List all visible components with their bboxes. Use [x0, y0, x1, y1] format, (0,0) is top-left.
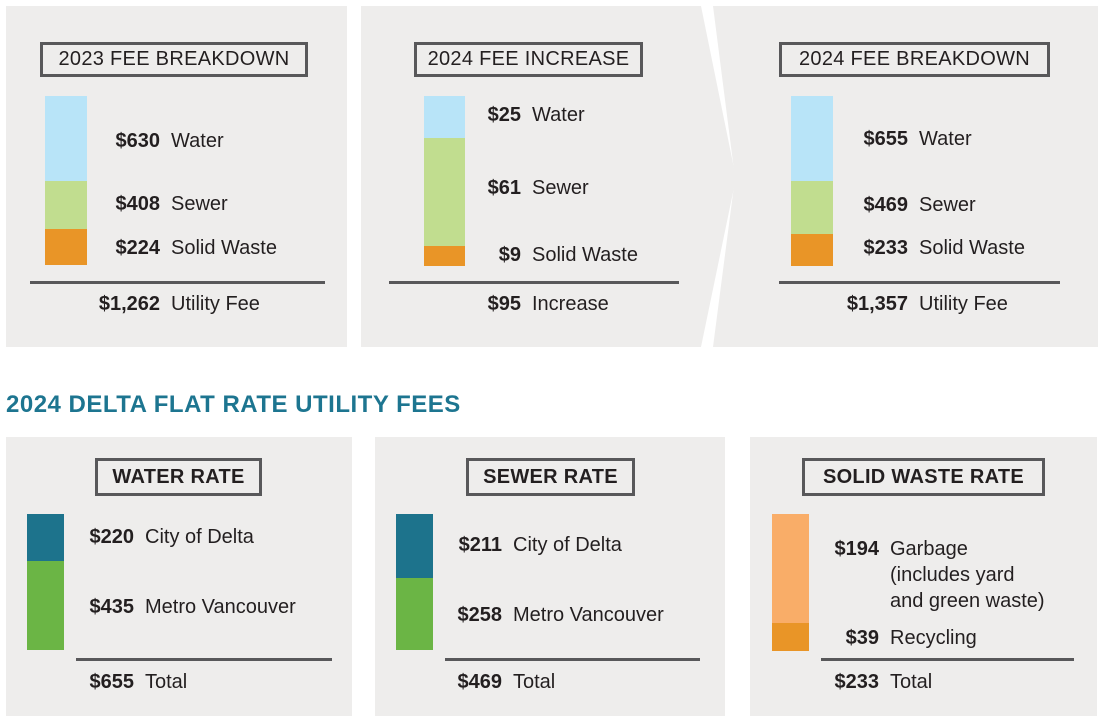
- total-divider: [779, 281, 1060, 284]
- category-label: City of Delta: [513, 534, 622, 556]
- value-label: $233: [863, 237, 909, 259]
- category-label: Water: [171, 130, 224, 152]
- bar-segment: [45, 229, 87, 265]
- category-label: Solid Waste: [532, 244, 638, 266]
- total-label: $469 Total: [412, 669, 556, 695]
- category-label: Water: [919, 128, 972, 150]
- value-label: $194: [834, 538, 880, 560]
- chart-title: 2024 FEE INCREASE: [414, 42, 643, 77]
- bar-segment: [791, 234, 833, 266]
- value-label: $95: [487, 293, 521, 315]
- chart-panel: [375, 437, 725, 716]
- category-label: Utility Fee: [171, 293, 260, 315]
- value-label: $408: [115, 193, 161, 215]
- bar-segment: [772, 514, 809, 623]
- value-label: $61: [487, 177, 521, 199]
- category-label: City of Delta: [145, 526, 254, 548]
- value-label: $655: [89, 671, 135, 693]
- value-label: $224: [115, 237, 161, 259]
- data-label: $408 Sewer: [70, 191, 228, 217]
- value-label: $469: [863, 194, 909, 216]
- chart-panel: [713, 6, 1098, 347]
- category-label: Total: [145, 671, 188, 693]
- data-label: $655 Water: [818, 126, 972, 152]
- chart-title: 2024 FEE BREAKDOWN: [779, 42, 1050, 77]
- category-label: Total: [513, 671, 556, 693]
- data-label: $61 Sewer: [431, 175, 589, 201]
- value-label: $220: [89, 526, 135, 548]
- data-label: $469 Sewer: [818, 192, 976, 218]
- value-label: $469: [457, 671, 503, 693]
- value-label: $25: [487, 104, 521, 126]
- value-label: $258: [457, 604, 503, 626]
- total-divider: [30, 281, 325, 284]
- data-label: $39 Recycling: [789, 625, 977, 651]
- total-divider: [389, 281, 679, 284]
- bar-segment: [791, 96, 833, 181]
- category-label: Increase: [532, 293, 609, 315]
- category-label: Recycling: [890, 627, 977, 649]
- bar-segment: [772, 623, 809, 651]
- total-label: $655 Total: [44, 669, 188, 695]
- value-label: $39: [845, 627, 879, 649]
- bar-segment: [424, 246, 465, 266]
- bar-segment: [45, 181, 87, 229]
- category-label: Sewer: [532, 177, 589, 199]
- chart-title: SEWER RATE: [466, 458, 635, 496]
- value-label: $630: [115, 130, 161, 152]
- category-label: Water: [532, 104, 585, 126]
- section-heading: 2024 DELTA FLAT RATE UTILITY FEES: [6, 391, 461, 418]
- data-label: $435 Metro Vancouver: [44, 594, 296, 620]
- bar-segment: [424, 138, 465, 246]
- data-label: $220 City of Delta: [44, 524, 254, 550]
- data-label: $25 Water: [431, 102, 585, 128]
- category-label: Solid Waste: [919, 237, 1025, 259]
- data-label: $630 Water: [70, 128, 224, 154]
- value-label: $655: [863, 128, 909, 150]
- total-divider: [76, 658, 332, 661]
- data-label: $224 Solid Waste: [70, 235, 277, 261]
- total-label: $95 Increase: [431, 291, 609, 317]
- value-label: $9: [498, 244, 521, 266]
- bar-segment: [424, 96, 465, 138]
- chart-panel: [361, 6, 736, 347]
- bar-segment: [27, 514, 64, 561]
- bar-segment: [27, 561, 64, 650]
- bar-segment: [45, 96, 87, 181]
- data-label: $258 Metro Vancouver: [412, 602, 664, 628]
- value-label: $1,262: [98, 293, 160, 315]
- total-label: $1,357 Utility Fee: [818, 291, 1008, 317]
- category-label: Garbage (includes yard and green waste): [890, 538, 1045, 612]
- data-label: $211 City of Delta: [412, 532, 622, 558]
- value-label: $1,357: [846, 293, 908, 315]
- total-divider: [445, 658, 700, 661]
- total-label: $1,262 Utility Fee: [70, 291, 260, 317]
- data-label: $233 Solid Waste: [818, 235, 1025, 261]
- category-label: Sewer: [919, 194, 976, 216]
- category-label: Total: [890, 671, 933, 693]
- category-label: Sewer: [171, 193, 228, 215]
- total-label: $233 Total: [789, 669, 933, 695]
- chart-title: 2023 FEE BREAKDOWN: [40, 42, 308, 77]
- value-label: $233: [834, 671, 880, 693]
- chart-title: WATER RATE: [95, 458, 262, 496]
- category-label: Metro Vancouver: [513, 604, 664, 626]
- data-label: $9 Solid Waste: [431, 242, 638, 268]
- category-label: Utility Fee: [919, 293, 1008, 315]
- category-label: Solid Waste: [171, 237, 277, 259]
- bar-segment: [396, 514, 433, 578]
- bar-segment: [791, 181, 833, 234]
- total-divider: [821, 658, 1074, 661]
- category-label: Metro Vancouver: [145, 596, 296, 618]
- bar-segment: [396, 578, 433, 650]
- value-label: $435: [89, 596, 135, 618]
- chart-title: SOLID WASTE RATE: [802, 458, 1045, 496]
- data-label: $194 Garbage (includes yard and green waste…: [789, 536, 1045, 614]
- value-label: $211: [458, 534, 502, 556]
